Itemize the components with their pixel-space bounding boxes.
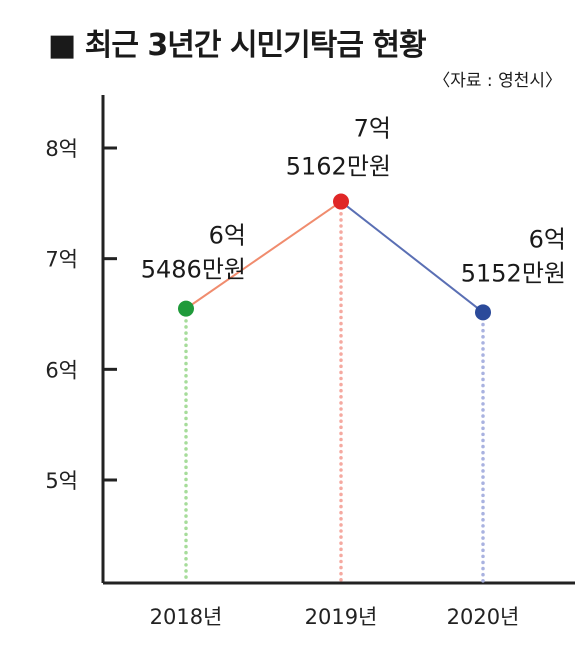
source-note: 〈자료 : 영천시〉 [433,71,562,91]
y-tick-label: 8억 [45,137,78,161]
x-tick-label: 2019년 [305,605,378,629]
data-label-manwon: 5486만원 [141,256,246,284]
data-label-eok: 6억 [209,222,246,250]
data-label-eok: 6억 [529,225,566,253]
y-tick-label: 6억 [45,358,78,382]
data-point [475,304,491,321]
data-label-manwon: 5152만원 [461,259,566,287]
x-tick-label: 2018년 [150,605,223,629]
data-point [178,300,194,317]
chart-title: ■ 최근 3년간 시민기탁금 현황 [48,28,427,63]
series-line-segment [340,200,484,314]
series-line-segment [185,200,342,310]
x-tick-label: 2020년 [447,605,520,629]
data-label-eok: 7억 [354,115,391,143]
data-point [333,193,349,210]
y-tick-label: 5억 [45,469,78,493]
y-tick-label: 7억 [45,248,78,272]
data-label-manwon: 5162만원 [286,153,391,181]
